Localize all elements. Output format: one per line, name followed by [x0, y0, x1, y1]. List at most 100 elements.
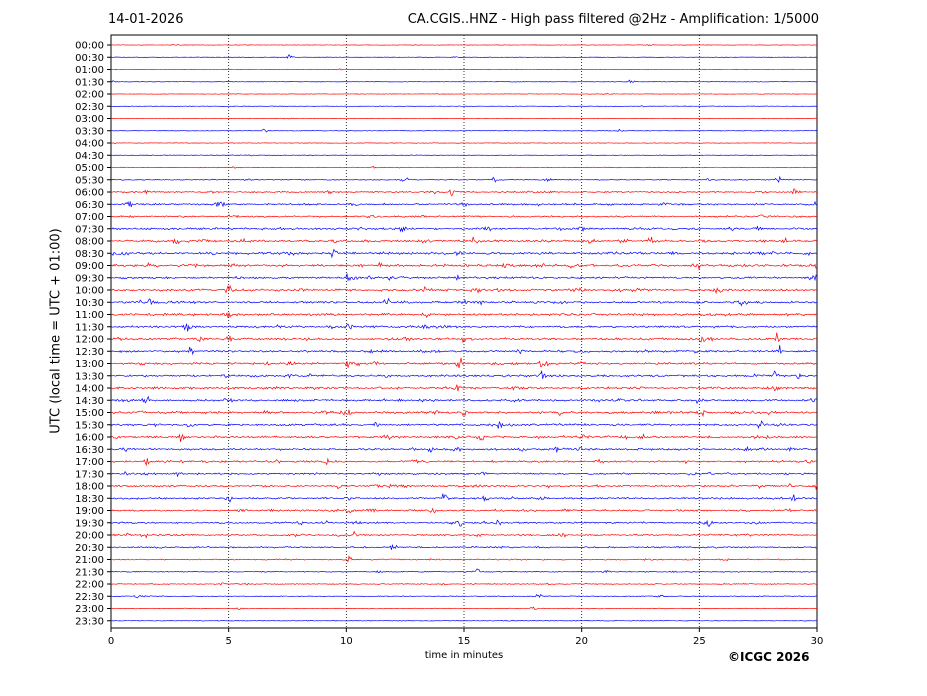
x-tick-label: 0 [108, 636, 114, 647]
row-label: 01:00 [75, 65, 104, 76]
row-label: 08:00 [75, 237, 104, 248]
x-axis-label: time in minutes [424, 650, 504, 661]
trace-row-0130 [110, 79, 818, 84]
date-label: 14-01-2026 [108, 12, 184, 27]
trace-row-2300 [110, 606, 818, 610]
row-label: 15:30 [75, 420, 104, 431]
page-title: CA.CGIS..HNZ - High pass filtered @2Hz -… [407, 12, 819, 27]
row-label: 18:00 [75, 482, 104, 493]
row-label: 07:00 [75, 212, 104, 223]
trace-row-2100 [110, 555, 818, 563]
row-label: 08:30 [75, 249, 104, 260]
row-label: 19:00 [75, 506, 104, 517]
row-label: 20:00 [75, 531, 104, 542]
row-label: 12:30 [75, 347, 104, 358]
trace-rows [110, 44, 818, 622]
row-label: 19:30 [75, 518, 104, 529]
trace-row-2200 [110, 582, 818, 586]
row-label: 11:30 [75, 322, 104, 333]
trace-row-1500 [110, 409, 818, 418]
trace-row-1600 [110, 433, 818, 443]
trace-row-1230 [110, 345, 818, 356]
trace-row-0230 [110, 105, 818, 108]
row-label: 21:30 [75, 567, 104, 578]
row-label: 17:30 [75, 469, 104, 480]
trace-row-1930 [110, 519, 818, 528]
trace-row-1900 [110, 507, 818, 514]
trace-row-1000 [110, 284, 818, 295]
trace-row-1400 [110, 384, 818, 392]
trace-row-0630 [110, 200, 818, 208]
row-label: 02:00 [75, 90, 104, 101]
row-label: 23:00 [75, 604, 104, 615]
row-label: 04:00 [75, 139, 104, 150]
row-label: 09:00 [75, 261, 104, 272]
row-label: 15:00 [75, 408, 104, 419]
trace-row-0900 [110, 261, 818, 271]
trace-row-2330 [110, 619, 818, 622]
trace-row-0730 [110, 225, 818, 233]
trace-row-0330 [110, 128, 818, 133]
row-label: 00:30 [75, 53, 104, 64]
x-tick-label: 15 [458, 636, 471, 647]
x-tick-label: 5 [225, 636, 231, 647]
trace-row-1530 [110, 420, 818, 429]
vertical-gridlines [228, 35, 700, 628]
trace-row-0700 [110, 214, 818, 219]
trace-row-0200 [110, 92, 818, 95]
trace-row-0300 [110, 117, 818, 120]
trace-row-0530 [110, 175, 818, 184]
y-axis-label: UTC (local time = UTC + 01:00) [48, 228, 64, 434]
row-label: 06:30 [75, 200, 104, 211]
trace-row-0600 [110, 188, 818, 197]
trace-row-2230 [110, 593, 818, 599]
row-label: 16:00 [75, 433, 104, 444]
trace-row-0800 [110, 236, 818, 245]
row-label: 03:00 [75, 114, 104, 125]
trace-row-0000 [110, 44, 817, 47]
trace-row-1300 [110, 357, 818, 369]
trace-row-0400 [110, 142, 818, 145]
row-label: 22:00 [75, 580, 104, 591]
x-axis-ticks: 0 5 10 15 20 25 30 [108, 628, 824, 647]
trace-row-0030 [110, 54, 817, 59]
copyright-label: ©ICGC 2026 [728, 650, 810, 664]
trace-row-1030 [110, 297, 818, 307]
row-label: 17:00 [75, 457, 104, 468]
row-label: 09:30 [75, 273, 104, 284]
x-tick-label: 20 [575, 636, 588, 647]
trace-row-1830 [110, 493, 818, 503]
row-label: 18:30 [75, 494, 104, 505]
row-label: 13:30 [75, 371, 104, 382]
row-label: 06:00 [75, 188, 104, 199]
trace-row-0430 [110, 154, 818, 157]
row-label: 22:30 [75, 592, 104, 603]
x-tick-label: 30 [811, 636, 824, 647]
trace-row-1330 [110, 370, 818, 379]
trace-row-1730 [110, 470, 818, 478]
trace-row-2130 [110, 568, 818, 574]
trace-row-1430 [110, 395, 818, 405]
row-label: 11:00 [75, 310, 104, 321]
x-tick-label: 10 [340, 636, 353, 647]
trace-row-0930 [110, 273, 818, 282]
row-label: 21:00 [75, 555, 104, 566]
trace-row-1100 [110, 312, 818, 319]
row-label: 10:00 [75, 286, 104, 297]
trace-row-1630 [110, 445, 818, 453]
row-label: 23:30 [75, 616, 104, 627]
row-label: 14:00 [75, 384, 104, 395]
row-label: 12:00 [75, 335, 104, 346]
x-tick-label: 25 [693, 636, 706, 647]
trace-row-0500 [110, 165, 818, 169]
row-label: 07:30 [75, 224, 104, 235]
row-label: 05:30 [75, 175, 104, 186]
trace-row-1130 [110, 323, 818, 332]
trace-row-0100 [110, 68, 818, 71]
row-label: 01:30 [75, 77, 104, 88]
trace-row-0830 [110, 248, 818, 259]
row-label: 20:30 [75, 543, 104, 554]
row-label: 10:30 [75, 298, 104, 309]
